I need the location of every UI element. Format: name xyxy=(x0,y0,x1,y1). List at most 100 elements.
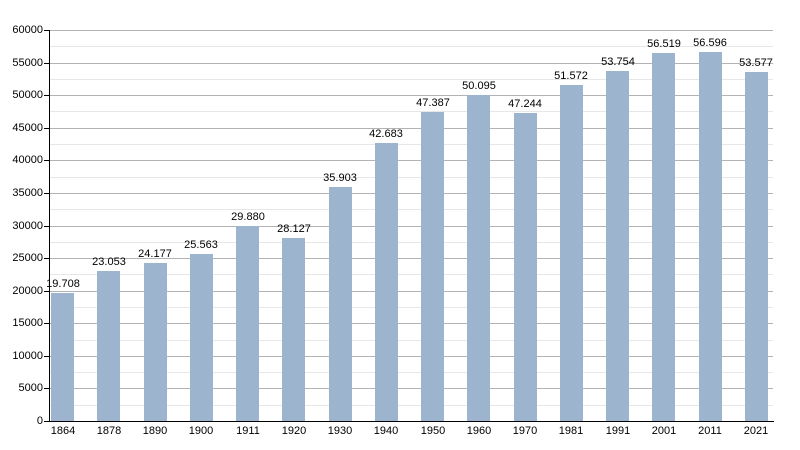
bar-value-label: 23.053 xyxy=(92,256,126,268)
y-axis-tick xyxy=(44,356,49,357)
y-tick-label: 15000 xyxy=(12,317,43,329)
bar-value-label: 47.387 xyxy=(416,97,450,109)
gridline-minor xyxy=(50,177,773,178)
bar-1920 xyxy=(282,238,305,421)
x-tick-label: 1920 xyxy=(281,425,307,437)
y-axis-tick xyxy=(44,421,49,422)
bar-value-label: 35.903 xyxy=(323,172,357,184)
gridline-minor xyxy=(50,111,773,112)
gridline-minor xyxy=(50,46,773,47)
bar-value-label: 24.177 xyxy=(138,248,172,260)
gridline-major xyxy=(50,323,773,324)
x-tick-label: 1940 xyxy=(373,425,399,437)
bar-1911 xyxy=(236,226,259,421)
y-tick-label: 0 xyxy=(36,415,43,427)
y-tick-label: 25000 xyxy=(12,252,43,264)
bar-1960 xyxy=(467,95,490,421)
y-tick-label: 60000 xyxy=(12,24,43,36)
x-tick-label: 2001 xyxy=(651,425,677,437)
y-tick-label: 35000 xyxy=(12,187,43,199)
gridline-major xyxy=(50,388,773,389)
gridline-minor xyxy=(50,242,773,243)
y-tick-label: 50000 xyxy=(12,89,43,101)
bar-value-label: 28.127 xyxy=(277,223,311,235)
bar-value-label: 47.244 xyxy=(508,98,542,110)
bar-2021 xyxy=(745,72,768,421)
gridline-major xyxy=(50,193,773,194)
bar-1981 xyxy=(560,85,583,421)
gridline-minor xyxy=(50,307,773,308)
x-tick-label: 1900 xyxy=(188,425,214,437)
bar-value-label: 50.095 xyxy=(462,80,496,92)
x-tick-label: 1970 xyxy=(512,425,538,437)
gridline-major xyxy=(50,95,773,96)
y-axis-line xyxy=(49,30,50,422)
plot-area: 19.708 23.053 24.177 25.563 29.880 28.127 35.9… xyxy=(46,30,773,421)
y-axis-tick xyxy=(44,323,49,324)
y-tick-label: 55000 xyxy=(12,57,43,69)
y-axis-tick xyxy=(44,95,49,96)
gridline-minor xyxy=(50,372,773,373)
gridline-major xyxy=(50,30,773,31)
x-tick-label: 1981 xyxy=(558,425,584,437)
gridline-major xyxy=(50,160,773,161)
bar-1864 xyxy=(51,293,74,421)
x-axis-line xyxy=(49,421,774,422)
bar-value-label: 25.563 xyxy=(184,239,218,251)
y-tick-label: 45000 xyxy=(12,122,43,134)
x-tick-label: 1890 xyxy=(142,425,168,437)
bar-value-label: 19.708 xyxy=(46,278,80,290)
bar-value-label: 42.683 xyxy=(369,128,403,140)
gridline-major xyxy=(50,258,773,259)
x-tick-label: 1911 xyxy=(236,425,260,437)
y-tick-label: 40000 xyxy=(12,154,43,166)
bar-1890 xyxy=(144,263,167,421)
bar-value-label: 29.880 xyxy=(231,211,265,223)
y-axis-tick xyxy=(44,160,49,161)
bar-value-label: 56.596 xyxy=(693,37,727,49)
bar-1940 xyxy=(375,143,398,421)
bar-value-label: 53.754 xyxy=(601,56,635,68)
bar-2011 xyxy=(699,52,722,421)
bar-1878 xyxy=(97,271,120,421)
bar-value-label: 51.572 xyxy=(554,70,588,82)
x-tick-label: 1878 xyxy=(96,425,122,437)
y-axis-tick xyxy=(44,63,49,64)
bar-1900 xyxy=(190,254,213,421)
gridline-minor xyxy=(50,274,773,275)
x-tick-label: 1864 xyxy=(50,425,76,437)
gridline-major xyxy=(50,226,773,227)
x-tick-label: 2011 xyxy=(698,425,722,437)
x-tick-label: 1930 xyxy=(327,425,353,437)
y-tick-label: 20000 xyxy=(12,285,43,297)
x-tick-label: 1991 xyxy=(605,425,631,437)
x-tick-label: 1950 xyxy=(420,425,446,437)
bar-value-label: 53.577 xyxy=(739,57,773,69)
y-tick-label: 10000 xyxy=(12,350,43,362)
bar-1950 xyxy=(421,112,444,421)
bar-1970 xyxy=(514,113,537,421)
gridline-minor xyxy=(50,340,773,341)
gridline-major xyxy=(50,356,773,357)
gridline-minor xyxy=(50,144,773,145)
gridline-minor xyxy=(50,405,773,406)
gridline-major xyxy=(50,291,773,292)
bar-1991 xyxy=(606,71,629,421)
y-tick-label: 30000 xyxy=(12,220,43,232)
y-axis-tick xyxy=(44,291,49,292)
gridline-minor xyxy=(50,209,773,210)
gridline-major xyxy=(50,128,773,129)
gridline-major xyxy=(50,63,773,64)
gridline-minor xyxy=(50,79,773,80)
y-axis-tick xyxy=(44,258,49,259)
y-axis-tick xyxy=(44,128,49,129)
bar-2001 xyxy=(652,53,675,421)
bar-1930 xyxy=(329,187,352,421)
y-axis-tick xyxy=(44,226,49,227)
bar-value-label: 56.519 xyxy=(647,38,681,50)
y-axis-tick xyxy=(44,193,49,194)
y-axis-tick xyxy=(44,30,49,31)
y-axis-tick xyxy=(44,388,49,389)
x-tick-label: 2021 xyxy=(743,425,769,437)
